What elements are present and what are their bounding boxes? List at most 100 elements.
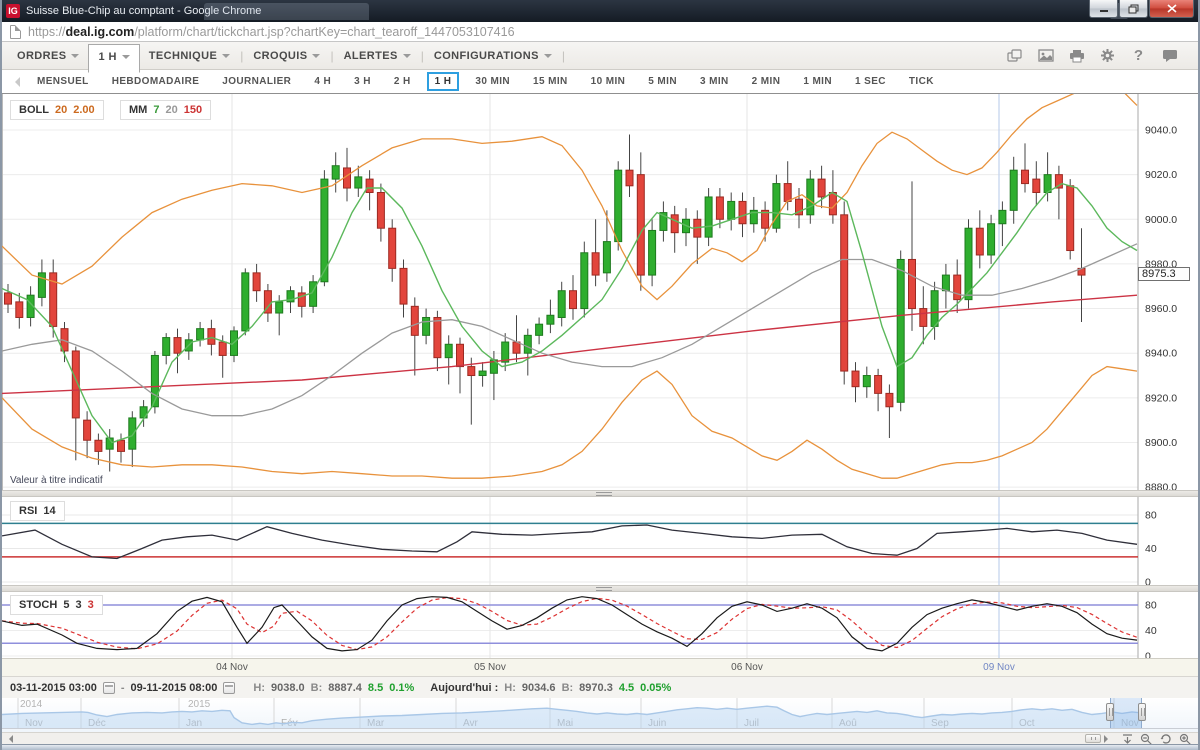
timeframe-1-h[interactable]: 1 H xyxy=(427,72,460,91)
help-icon[interactable]: ? xyxy=(1130,48,1147,64)
today-high-value: 9034.6 xyxy=(522,682,556,694)
scroll-left-button[interactable] xyxy=(2,733,16,744)
svg-text:8940.0: 8940.0 xyxy=(1145,348,1177,360)
timeframe-journalier[interactable]: JOURNALIER xyxy=(215,73,298,90)
stoch-d-period: 3 xyxy=(88,599,94,611)
rsi-chart: 80400 xyxy=(2,497,1200,585)
zoom-out-icon[interactable] xyxy=(1140,733,1153,745)
reset-zoom-icon[interactable] xyxy=(1159,733,1173,745)
timeframe-1-min[interactable]: 1 MIN xyxy=(796,73,839,90)
menu-item-alertes[interactable]: ALERTES xyxy=(335,45,420,67)
menu-separator: | xyxy=(240,49,243,63)
menu-item-ordres[interactable]: ORDRES xyxy=(8,45,88,67)
feedback-icon[interactable] xyxy=(1161,48,1178,64)
rsi-legend[interactable]: RSI 14 xyxy=(10,501,65,521)
chevron-down-icon xyxy=(122,55,130,63)
timeframe-30-min[interactable]: 30 MIN xyxy=(468,73,517,90)
range-start-date[interactable]: 03-11-2015 03:00 xyxy=(10,682,97,694)
menu-item-technique[interactable]: TECHNIQUE xyxy=(140,45,239,67)
collapse-icon[interactable] xyxy=(1121,733,1134,745)
brush-left-handle[interactable] xyxy=(1106,703,1114,721)
timeframe-10-min[interactable]: 10 MIN xyxy=(584,73,633,90)
timeframe-3-min[interactable]: 3 MIN xyxy=(693,73,736,90)
moving-average-legend[interactable]: MM 7 20 150 xyxy=(120,100,211,120)
menu-separator: | xyxy=(562,49,565,63)
layers-icon[interactable] xyxy=(1006,48,1023,64)
mm-period-20: 20 xyxy=(165,104,177,116)
timeframe-hebdomadaire[interactable]: HEBDOMADAIRE xyxy=(105,73,207,90)
svg-text:8920.0: 8920.0 xyxy=(1145,392,1177,404)
scroll-left-icon[interactable] xyxy=(10,77,20,87)
menu-separator: | xyxy=(330,49,333,63)
menu-item-1-h[interactable]: 1 H xyxy=(88,44,139,73)
menu-item-croquis[interactable]: CROQUIS xyxy=(244,45,329,67)
zoom-in-icon[interactable] xyxy=(1179,733,1192,745)
timeframe-2-min[interactable]: 2 MIN xyxy=(745,73,788,90)
browser-window: IG Suisse Blue-Chip au comptant - Google… xyxy=(0,0,1200,750)
date-label: 06 Nov xyxy=(731,662,763,673)
chevron-down-icon xyxy=(222,54,230,62)
timeframe-15-min[interactable]: 15 MIN xyxy=(526,73,575,90)
timeframe-1-sec[interactable]: 1 SEC xyxy=(848,73,893,90)
background-window-ghost xyxy=(204,3,369,20)
high-label: H: xyxy=(253,682,265,694)
date-label: 05 Nov xyxy=(474,662,506,673)
range-end-date[interactable]: 09-11-2015 08:00 xyxy=(131,682,218,694)
chevron-down-icon xyxy=(71,54,79,62)
low-value: 8887.4 xyxy=(328,682,362,694)
timeframe-2-h[interactable]: 2 H xyxy=(387,73,418,90)
settings-icon[interactable] xyxy=(1099,48,1116,64)
timeframe-mensuel[interactable]: MENSUEL xyxy=(30,73,96,90)
timeframe-3-h[interactable]: 3 H xyxy=(347,73,378,90)
bollinger-label: BOLL xyxy=(19,104,49,116)
scrollbar-handle[interactable] xyxy=(1085,734,1101,743)
candlestick-chart: 9040.09020.09000.08980.08960.08940.08920… xyxy=(2,94,1200,490)
svg-text:80: 80 xyxy=(1145,600,1157,612)
rsi-period: 14 xyxy=(43,505,55,517)
price-chart-panel[interactable]: BOLL 20 2.00 MM 7 20 150 9040.09020.0900… xyxy=(2,94,1198,490)
timeframe-5-min[interactable]: 5 MIN xyxy=(641,73,684,90)
restore-button[interactable] xyxy=(1119,0,1148,18)
navigator-scrollbar[interactable] xyxy=(2,732,1198,744)
scroll-right-button[interactable] xyxy=(1101,733,1115,744)
date-label: 04 Nov xyxy=(216,662,248,673)
panel-splitter[interactable] xyxy=(2,585,1198,592)
rsi-panel[interactable]: RSI 14 80400 xyxy=(2,497,1198,585)
bollinger-period: 20 xyxy=(55,104,67,116)
mm-label: MM xyxy=(129,104,147,116)
rsi-label: RSI xyxy=(19,505,37,517)
timeframe-tick[interactable]: TICK xyxy=(902,73,941,90)
svg-text:0: 0 xyxy=(1145,577,1151,586)
panel-splitter[interactable] xyxy=(2,490,1198,497)
change-value: 8.5 xyxy=(368,682,383,694)
bollinger-legend[interactable]: BOLL 20 2.00 xyxy=(10,100,104,120)
minimize-button[interactable] xyxy=(1089,0,1118,18)
svg-text:8900.0: 8900.0 xyxy=(1145,437,1177,449)
svg-text:2015: 2015 xyxy=(188,699,211,710)
svg-text:9040.0: 9040.0 xyxy=(1145,125,1177,137)
navigator-area-chart: NovDécJanFévMarAvrMaiJuinJuilAoûSepOctNo… xyxy=(2,698,1200,732)
timeline-navigator[interactable]: NovDécJanFévMarAvrMaiJuinJuilAoûSepOctNo… xyxy=(2,698,1198,732)
timeframe-4-h[interactable]: 4 H xyxy=(307,73,338,90)
calendar-icon[interactable] xyxy=(103,682,115,694)
brush-right-handle[interactable] xyxy=(1138,703,1146,721)
menu-separator: | xyxy=(421,49,424,63)
window-bottom-frame xyxy=(2,744,1198,750)
splitter-grip-icon xyxy=(596,492,612,496)
svg-text:8960.0: 8960.0 xyxy=(1145,303,1177,315)
menu-item-configurations[interactable]: CONFIGURATIONS xyxy=(425,45,561,67)
window-titlebar: IG Suisse Blue-Chip au comptant - Google… xyxy=(2,0,1198,22)
close-button[interactable] xyxy=(1149,0,1194,18)
stochastic-panel[interactable]: STOCH 5 3 3 80400 xyxy=(2,592,1198,658)
today-high-label: H: xyxy=(504,682,516,694)
address-bar[interactable]: https://deal.ig.com/platform/chart/tickc… xyxy=(2,22,1198,42)
today-low-label: B: xyxy=(562,682,574,694)
stochastic-legend[interactable]: STOCH 5 3 3 xyxy=(10,595,103,615)
svg-text:0: 0 xyxy=(1145,651,1151,659)
menu-item-label: ORDRES xyxy=(17,50,66,62)
image-icon[interactable] xyxy=(1037,48,1054,64)
page-icon xyxy=(10,25,21,39)
calendar-icon[interactable] xyxy=(223,682,235,694)
navigator-selection-brush[interactable] xyxy=(1110,698,1142,728)
print-icon[interactable] xyxy=(1068,48,1085,64)
